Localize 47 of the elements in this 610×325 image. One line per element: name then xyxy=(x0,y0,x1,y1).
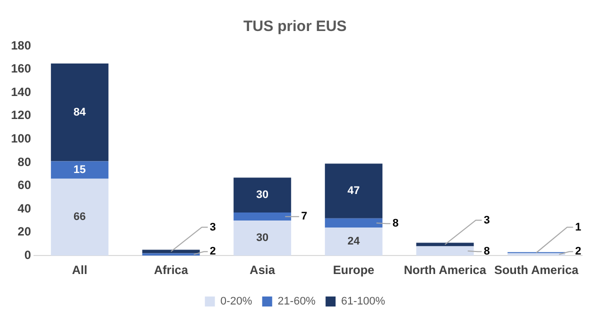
y-tick-label: 100 xyxy=(10,131,32,146)
y-tick-label: 140 xyxy=(10,84,32,99)
data-label: 8 xyxy=(484,246,490,258)
data-label: 84 xyxy=(74,106,87,118)
legend-label: 21-60% xyxy=(278,296,316,308)
bar xyxy=(50,178,108,256)
x-tick-label: All xyxy=(72,263,88,278)
y-tick-label: 180 xyxy=(10,38,32,52)
data-label: 2 xyxy=(575,246,582,258)
data-label: 24 xyxy=(348,236,361,248)
bar xyxy=(234,212,292,221)
bar xyxy=(50,161,108,179)
bar xyxy=(234,178,292,213)
legend-label: 61-100% xyxy=(341,296,386,308)
data-label: 30 xyxy=(256,189,268,202)
data-label: 15 xyxy=(74,164,86,176)
y-tick-label: 0 xyxy=(24,248,32,262)
data-label: 8 xyxy=(392,218,399,230)
data-label: 2 xyxy=(210,246,216,258)
y-tick-label: 160 xyxy=(10,62,32,76)
bar xyxy=(142,250,200,254)
x-tick-label: North America xyxy=(404,263,486,278)
y-tick-label: 40 xyxy=(18,201,32,216)
x-tick-label: South America xyxy=(494,263,579,278)
bar xyxy=(416,246,474,256)
y-tick-label: 120 xyxy=(10,108,32,122)
bar xyxy=(50,63,108,162)
x-tick-label: Europe xyxy=(333,263,375,278)
bar xyxy=(324,218,382,228)
x-tick-label: Asia xyxy=(250,263,276,278)
bar xyxy=(234,220,292,256)
y-tick-label: 80 xyxy=(18,154,32,169)
x-tick-label: Africa xyxy=(154,263,188,278)
bar xyxy=(416,242,474,246)
data-label: 1 xyxy=(575,221,582,234)
y-tick-label: 20 xyxy=(18,224,32,239)
data-label: 66 xyxy=(74,211,86,224)
chart-title: TUS prior EUS xyxy=(243,18,347,36)
y-tick-label: 60 xyxy=(18,178,32,192)
data-label: 7 xyxy=(301,210,308,223)
legend-label: 0-20% xyxy=(220,296,252,308)
data-label: 3 xyxy=(210,221,216,234)
bar xyxy=(324,228,382,256)
data-label: 30 xyxy=(256,232,268,244)
data-label: 3 xyxy=(484,214,490,226)
data-label: 47 xyxy=(348,185,360,198)
bar xyxy=(324,164,382,218)
